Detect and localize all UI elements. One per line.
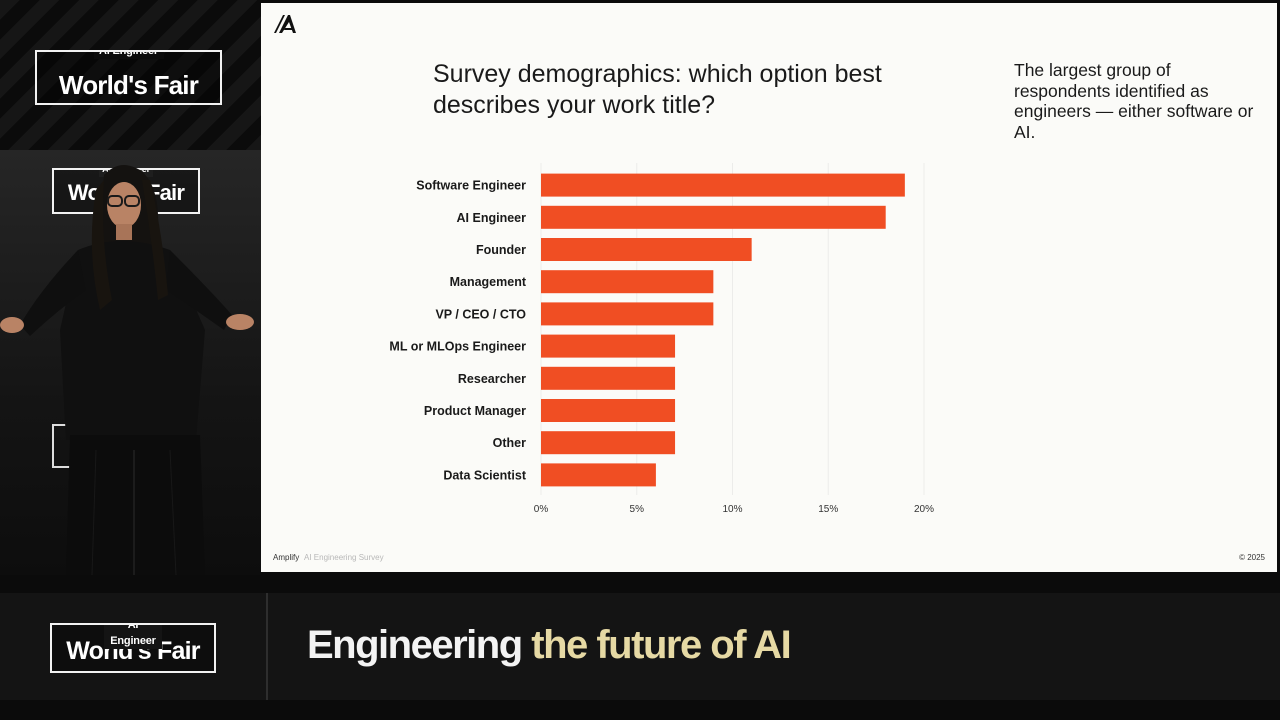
work-title-bar-chart: Software Engineer AI Engineer Founder Manag…	[389, 163, 934, 515]
stage-camera-view: AI Engineer World's Fair	[0, 150, 261, 575]
category-label-1: AI Engineer	[457, 211, 527, 225]
category-label-6: Researcher	[458, 372, 526, 386]
category-label-7: Product Manager	[424, 404, 526, 418]
slide-footer-brand: Amplify	[273, 553, 300, 562]
amplify-logo-icon	[274, 15, 296, 33]
slide-footer-year: © 2025	[1239, 553, 1265, 562]
presentation-slide: Survey demographics: which option best d…	[261, 3, 1277, 572]
category-label-5: ML or MLOps Engineer	[389, 340, 526, 354]
bar-5	[541, 334, 676, 358]
banner-logo-super-text: AI Engineer	[104, 625, 162, 649]
category-label-8: Other	[493, 436, 526, 450]
category-label-2: Founder	[476, 243, 526, 257]
x-tick-label-1: 5%	[630, 504, 645, 515]
logo-super-text: AI Engineer	[93, 52, 164, 59]
x-tick-label-3: 15%	[818, 504, 838, 515]
slide-annotation: The largest group of respondents identif…	[1014, 60, 1254, 142]
banner-divider	[266, 593, 268, 700]
event-tagline: Engineering the future of AI	[307, 623, 792, 668]
logo-main-text: World's Fair	[58, 70, 199, 100]
bar-3	[541, 270, 714, 294]
category-label-9: Data Scientist	[443, 468, 527, 482]
banner-worlds-fair-logo: AI Engineer World's Fair	[50, 623, 216, 673]
bar-0	[541, 173, 905, 197]
bar-2	[541, 238, 752, 261]
slide-footer-subtitle: AI Engineering Survey	[304, 553, 384, 562]
slide-title: Survey demographics: which option best d…	[433, 60, 882, 119]
bar-7	[541, 399, 676, 422]
event-branding-area: AI Engineer World's Fair	[0, 0, 261, 150]
bar-4	[541, 302, 714, 326]
category-label-4: VP / CEO / CTO	[435, 307, 526, 321]
tagline-part-1: Engineering	[307, 623, 532, 667]
bar-8	[541, 431, 676, 455]
category-label-0: Software Engineer	[416, 179, 526, 193]
worlds-fair-logo: AI Engineer World's Fair	[35, 50, 222, 105]
event-lower-third-banner: AI Engineer World's Fair Engineering the…	[0, 593, 1280, 700]
category-label-3: Management	[450, 275, 527, 289]
x-tick-label-4: 20%	[914, 504, 934, 515]
tagline-part-2: the future of AI	[531, 623, 791, 667]
bar-6	[541, 366, 676, 390]
bar-1	[541, 205, 886, 229]
bar-9	[541, 463, 656, 487]
x-tick-label-2: 10%	[722, 504, 742, 515]
speaker-figure	[0, 165, 254, 575]
speaker-video-panel: AI Engineer World's Fair AI Engineer Wor…	[0, 0, 261, 575]
x-tick-label-0: 0%	[534, 504, 549, 515]
